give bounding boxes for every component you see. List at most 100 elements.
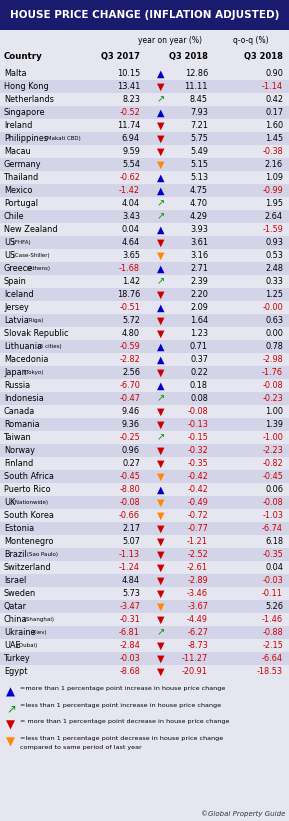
Text: -0.77: -0.77 [187,524,208,533]
Text: ↗: ↗ [6,703,16,715]
Text: -0.03: -0.03 [119,654,140,663]
Text: ▼: ▼ [157,290,165,300]
Text: 1.09: 1.09 [265,173,283,182]
Text: 4.64: 4.64 [122,238,140,247]
Text: ▼: ▼ [157,134,165,144]
Text: 4.04: 4.04 [122,199,140,208]
Text: -0.15: -0.15 [187,433,208,442]
Text: Thailand: Thailand [4,173,39,182]
Text: ▲: ▲ [157,108,165,117]
Text: Canada: Canada [4,407,35,416]
Text: -11.27: -11.27 [182,654,208,663]
Text: (Makati CBD): (Makati CBD) [43,136,80,141]
Text: -0.35: -0.35 [187,459,208,468]
Text: 0.37: 0.37 [190,355,208,364]
Text: -1.00: -1.00 [262,433,283,442]
Text: ↗: ↗ [157,199,165,209]
Bar [0,561,289,574]
Text: 12.86: 12.86 [185,69,208,78]
Text: -1.76: -1.76 [262,368,283,377]
Text: ▼: ▼ [157,614,165,625]
Text: -8.68: -8.68 [119,667,140,676]
Text: -0.42: -0.42 [187,472,208,481]
Text: -1.03: -1.03 [262,511,283,520]
Text: ▼: ▼ [157,536,165,547]
Text: ▲: ▲ [157,484,165,494]
Text: 3.43: 3.43 [122,212,140,221]
Text: 7.21: 7.21 [190,121,208,130]
Text: Malta: Malta [4,69,27,78]
Text: -8.80: -8.80 [119,485,140,494]
Text: 1.25: 1.25 [265,290,283,299]
Text: ▼: ▼ [157,562,165,572]
Text: ▼: ▼ [157,368,165,378]
Text: 2.20: 2.20 [190,290,208,299]
Text: -0.23: -0.23 [262,394,283,403]
Text: ▲: ▲ [6,686,15,699]
Text: ▼: ▼ [6,719,15,732]
Text: -1.13: -1.13 [119,550,140,559]
Text: Brazil: Brazil [4,550,27,559]
Text: 0.27: 0.27 [122,459,140,468]
Text: 6.18: 6.18 [265,537,283,546]
Text: 1.45: 1.45 [265,134,283,143]
Text: compared to same period of last year: compared to same period of last year [20,745,142,750]
Bar [0,340,289,353]
Text: 2.64: 2.64 [265,212,283,221]
Text: = more than 1 percentage point decrease in house price change: = more than 1 percentage point decrease … [20,719,229,724]
Text: 5.75: 5.75 [190,134,208,143]
Text: Q3 2018: Q3 2018 [169,52,208,61]
Text: (Riga): (Riga) [25,318,43,323]
Text: ↗: ↗ [157,277,165,287]
Bar [0,210,289,223]
Text: ▲: ▲ [157,264,165,273]
Bar [0,470,289,483]
Text: ▲: ▲ [157,186,165,195]
Bar [0,80,289,93]
Bar [0,0,289,30]
Text: -0.52: -0.52 [119,108,140,117]
Text: -4.49: -4.49 [187,615,208,624]
Text: 0.00: 0.00 [265,329,283,338]
Text: 1.23: 1.23 [190,329,208,338]
Text: -3.46: -3.46 [187,589,208,598]
Text: ▼: ▼ [157,250,165,260]
Text: Country: Country [4,52,43,61]
Bar [0,457,289,470]
Text: Sweden: Sweden [4,589,36,598]
Text: 2.39: 2.39 [190,277,208,286]
Text: -1.24: -1.24 [119,563,140,572]
Text: ▼: ▼ [157,237,165,247]
Text: 2.48: 2.48 [265,264,283,273]
Bar [0,158,289,171]
Text: 2.16: 2.16 [265,160,283,169]
Text: South Africa: South Africa [4,472,54,481]
Text: -2.15: -2.15 [262,641,283,650]
Text: 4.75: 4.75 [190,186,208,195]
Text: -6.27: -6.27 [187,628,208,637]
Text: ▲: ▲ [157,342,165,351]
Text: ↗: ↗ [157,627,165,637]
Bar [0,418,289,431]
Text: -2.23: -2.23 [262,446,283,455]
Text: ▼: ▼ [157,640,165,650]
Text: -1.68: -1.68 [119,264,140,273]
Text: 0.18: 0.18 [190,381,208,390]
Bar [0,392,289,405]
Bar [0,106,289,119]
Text: ▼: ▼ [157,315,165,325]
Bar [0,353,289,366]
Text: -0.08: -0.08 [262,498,283,507]
Text: -0.11: -0.11 [262,589,283,598]
Text: 8.23: 8.23 [122,95,140,104]
Text: 0.04: 0.04 [265,563,283,572]
Text: ▲: ▲ [157,380,165,391]
Text: UK: UK [4,498,15,507]
Text: China: China [4,615,27,624]
Text: ▲: ▲ [157,224,165,235]
Text: -2.52: -2.52 [187,550,208,559]
Bar [0,639,289,652]
Text: Turkey: Turkey [4,654,31,663]
Text: -0.66: -0.66 [119,511,140,520]
Text: -0.25: -0.25 [119,433,140,442]
